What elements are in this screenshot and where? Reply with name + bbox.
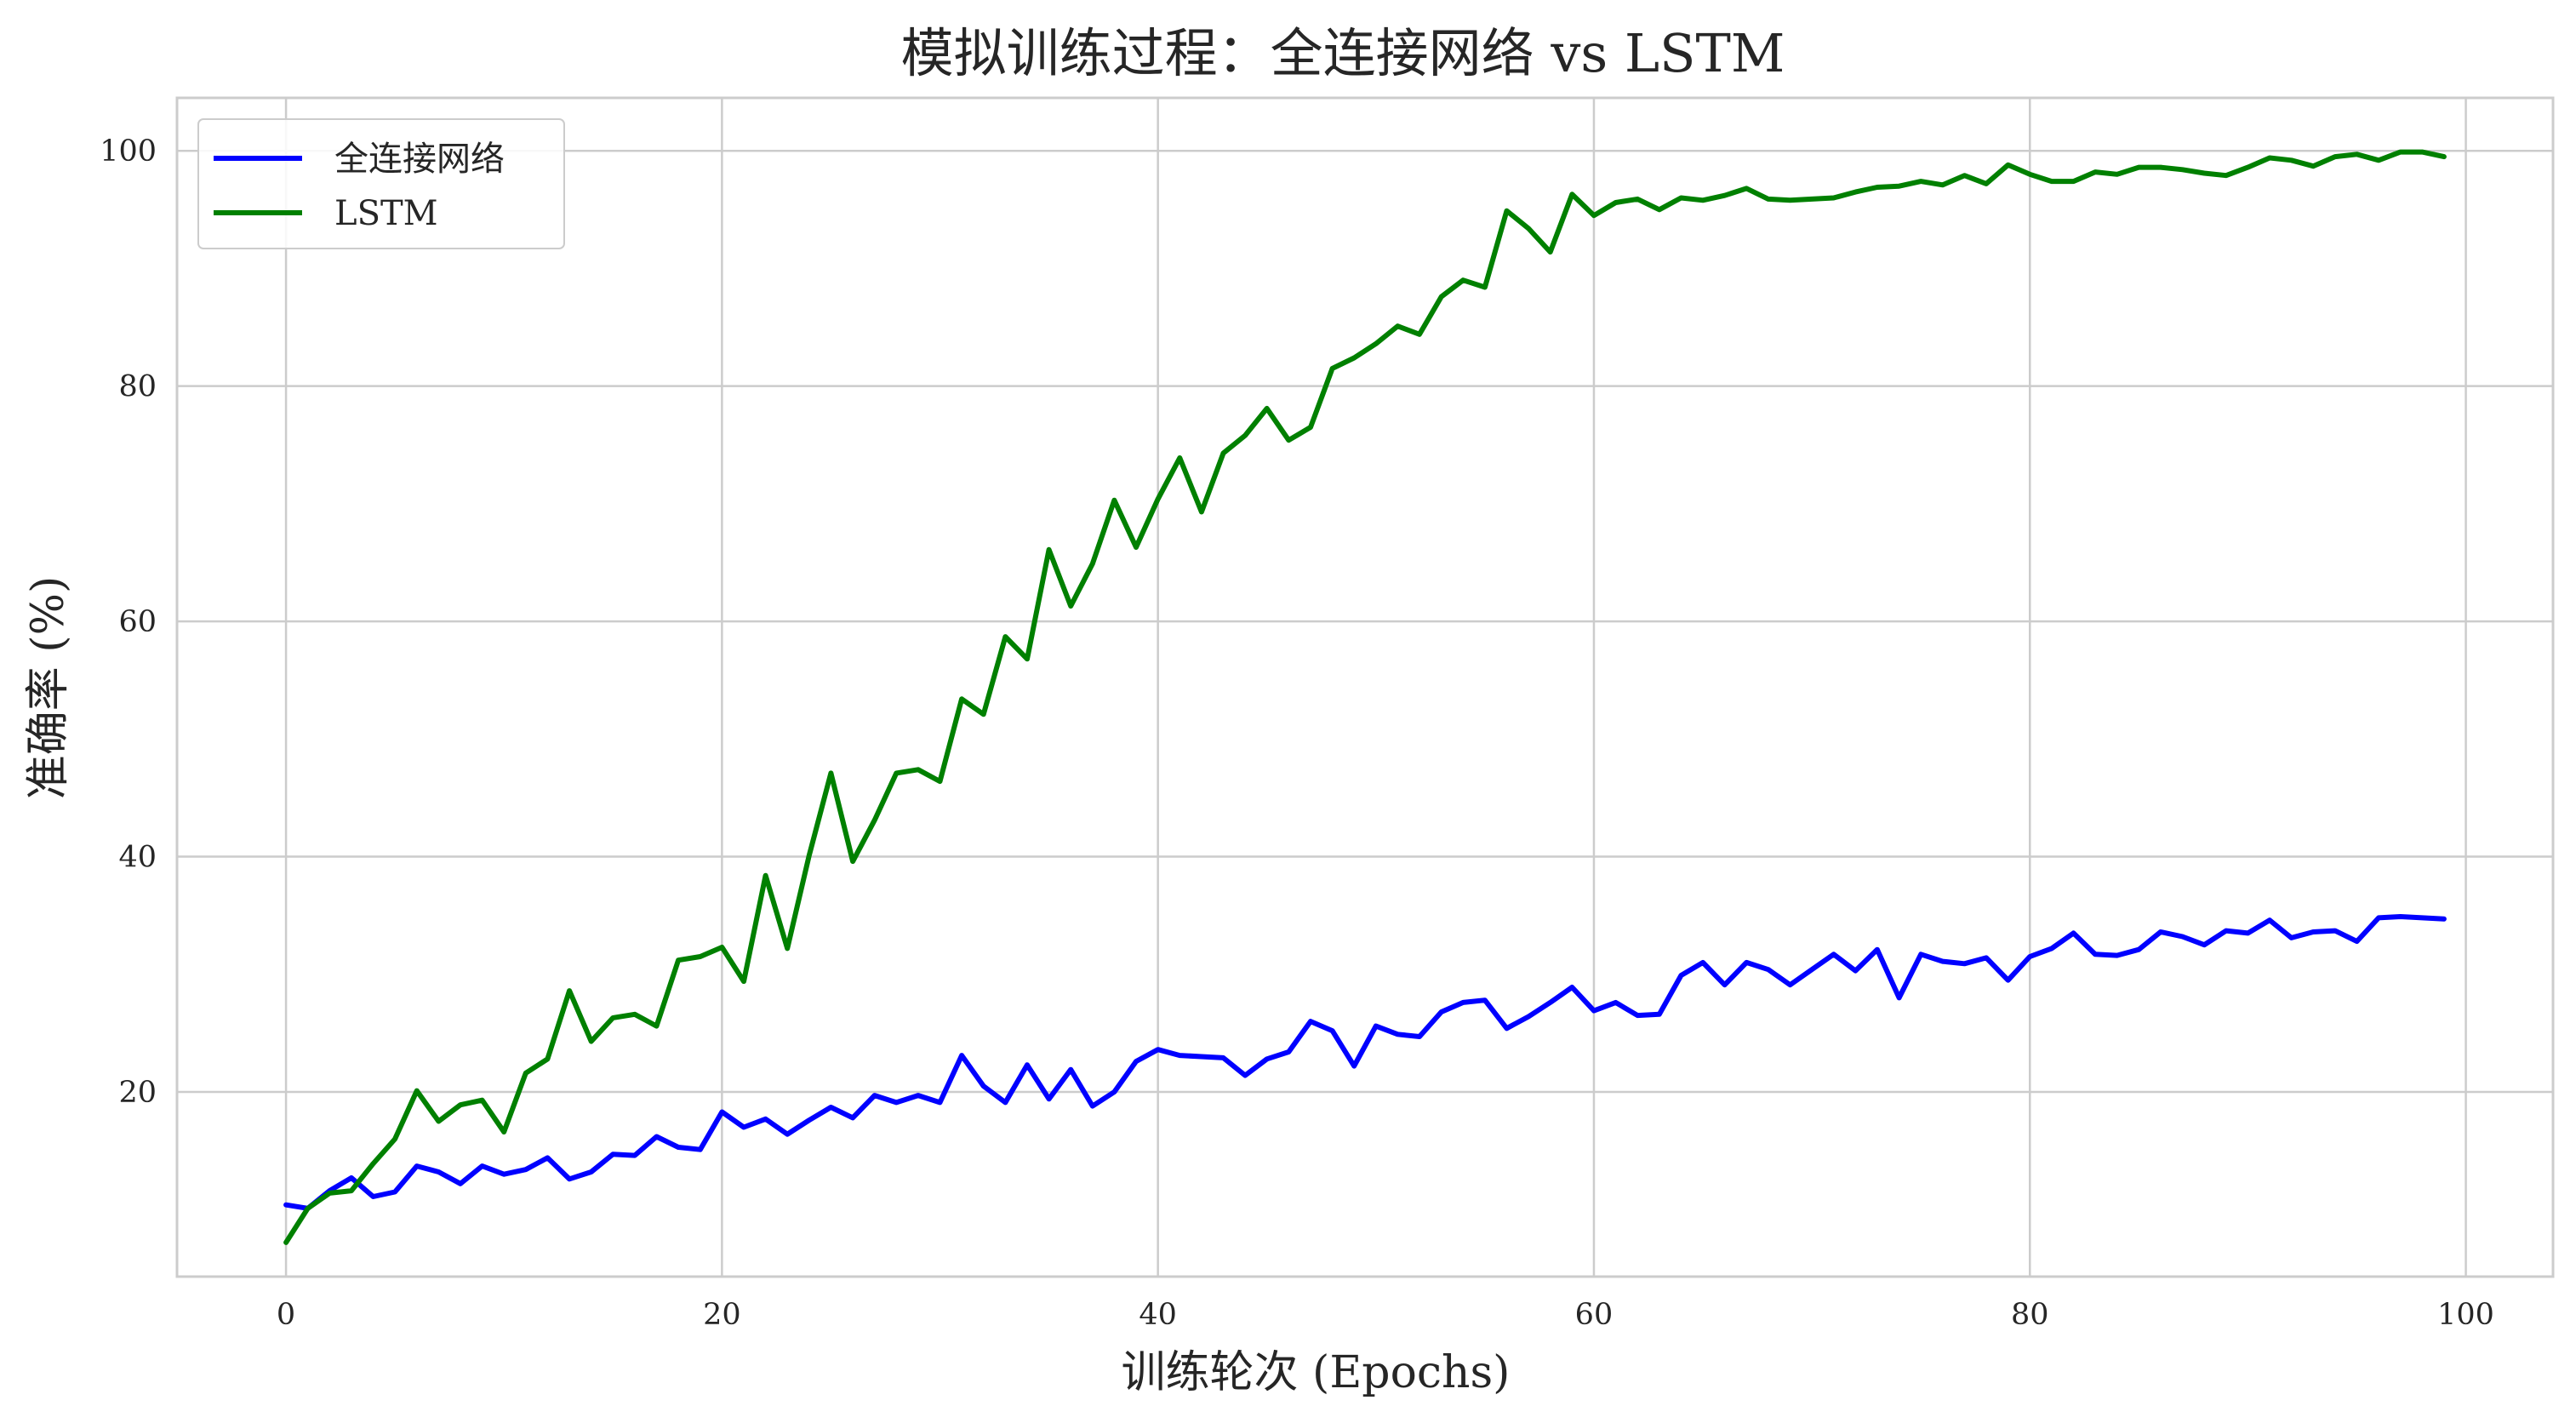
legend-label-lstm: LSTM bbox=[334, 194, 438, 233]
legend-label-fc: 全连接网络 bbox=[334, 140, 505, 179]
x-axis-label: 训练轮次 (Epochs) bbox=[1122, 1347, 1511, 1398]
x-tick-label: 0 bbox=[277, 1298, 295, 1332]
series-lines bbox=[283, 149, 2447, 1245]
x-tick-label: 40 bbox=[1139, 1298, 1177, 1332]
y-axis-label: 准确率 (%) bbox=[23, 576, 74, 800]
series-line-lstm bbox=[283, 149, 2447, 1245]
plot-area-frame bbox=[175, 96, 2555, 1278]
legend: 全连接网络 LSTM bbox=[197, 118, 565, 249]
y-tick-label: 20 bbox=[118, 1076, 157, 1110]
x-tick-label: 80 bbox=[2011, 1298, 2049, 1332]
x-tick-label: 60 bbox=[1575, 1298, 1614, 1332]
y-tick-label: 40 bbox=[118, 841, 157, 875]
legend-box bbox=[197, 118, 565, 249]
y-tick-label: 80 bbox=[118, 370, 157, 404]
grid-lines bbox=[177, 98, 2553, 1277]
x-tick-label: 20 bbox=[703, 1298, 741, 1332]
x-tick-label: 100 bbox=[2437, 1298, 2494, 1332]
chart-title: 模拟训练过程：全连接网络 vs LSTM bbox=[901, 22, 1785, 84]
series-line-fc bbox=[283, 914, 2447, 1211]
y-tick-label: 100 bbox=[100, 134, 157, 169]
tick-labels: 0 20 40 60 80 100 20 40 60 80 100 bbox=[100, 134, 2494, 1332]
y-tick-label: 60 bbox=[118, 605, 157, 639]
